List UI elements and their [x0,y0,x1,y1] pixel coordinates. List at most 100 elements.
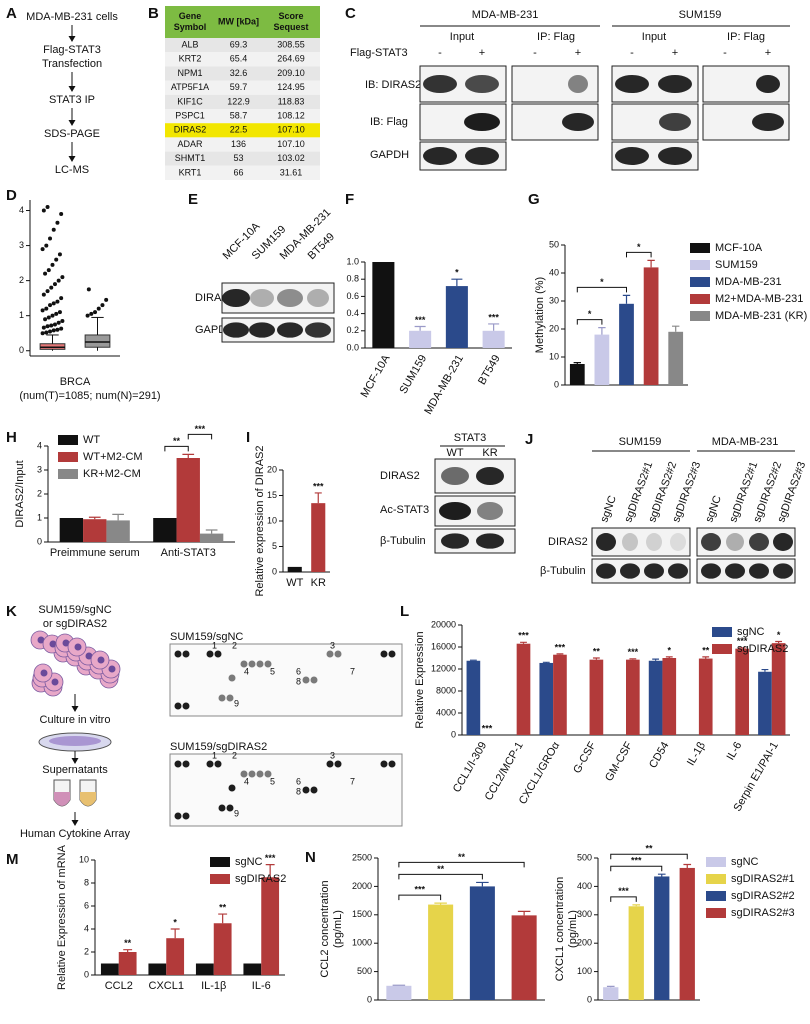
table-cell: 66 [233,167,243,177]
x-tick-label: Anti-STAT3 [161,547,216,559]
group-label: IP: Flag [727,31,765,43]
flow-step: STAT3 IP [49,94,95,106]
bar [569,364,585,385]
nucleus [108,665,116,673]
array-dot [206,650,214,658]
outlier [41,325,46,330]
array-dot [214,760,222,768]
note: (num(T)=1085; num(N)=291) [19,390,160,402]
row-label: IB: DIRAS2 [365,79,421,91]
array-dot [380,650,388,658]
error-bar [112,513,124,521]
blot-band [644,563,664,579]
sign: + [672,47,678,59]
nucleus [49,640,57,648]
panel-letter: J [525,431,533,448]
outlier [44,243,49,248]
bar [626,659,640,735]
bar [153,518,177,542]
sign: + [575,47,581,59]
significance: ** [124,938,132,948]
array-dot [256,770,264,778]
table-row [165,109,320,124]
blot-band [223,322,249,338]
error-bar [517,910,531,916]
error-bar [606,985,615,988]
y-tick-label: 3 [19,240,24,250]
array-dot [264,660,272,668]
table-cell: 108.12 [277,110,305,120]
treatment-label: Flag-STAT3 [350,47,408,59]
y-tick-label: 400 [577,881,592,891]
array-dot [226,804,234,812]
x-tick-label: CCL1/I-309 [451,740,490,795]
y-tick-label: 20 [549,323,559,333]
x-tick-label: KR [311,577,326,589]
blot-band [249,322,275,338]
legend-label: WT+M2-CM [83,451,143,463]
legend-label: sgDIRAS2#1 [731,873,795,885]
error-bar [738,647,746,649]
nucleus [97,656,105,664]
row-label: Ac-STAT3 [380,504,429,516]
blot-band [773,563,793,579]
bar [482,330,505,348]
significance: ** [702,645,710,655]
array-label: 1 [212,750,217,760]
legend-swatch [58,469,78,479]
panel-letter: C [345,5,356,22]
bar [698,658,713,735]
outlier [46,315,51,320]
table-row [165,151,320,166]
sign: - [723,47,727,59]
table-cell: 22.5 [230,125,248,135]
group-label: Input [450,31,474,43]
outlier [85,313,90,318]
outlier [51,328,56,333]
y-tick-label: 0.4 [346,308,359,318]
error-bar [520,641,527,644]
outlier [59,326,64,331]
y-tick-label: 500 [577,852,592,862]
bar [654,876,670,1000]
table-cell: NPM1 [177,68,202,78]
bar [372,262,395,348]
outlier [54,257,59,262]
outlier [55,220,60,225]
flow-step: or sgDIRAS2 [43,618,107,630]
array-label: 5 [270,776,275,786]
array-label: 6 [296,776,301,786]
outlier [60,318,65,323]
array-dot [380,760,388,768]
table-cell: ADAR [177,139,203,149]
error-bar [392,984,406,986]
blot-band [222,289,250,307]
blot-band [726,533,744,551]
y-tick-label: 1 [19,310,24,320]
array-dot [264,770,272,778]
legend-swatch [712,644,732,654]
table-cell: ALB [181,39,198,49]
nucleus [85,652,93,660]
bar [662,658,677,735]
table-cell: 65.4 [230,54,248,64]
blot-band [423,147,457,165]
table-cell: KRT2 [179,54,202,64]
significance: * [668,645,672,655]
y-tick-label: 20000 [431,619,456,629]
flow-step: Flag-STAT3 [43,44,101,56]
legend-swatch [712,627,732,637]
blot-band [568,75,588,93]
array-dot [228,674,236,682]
table-cell: 31.61 [280,167,303,177]
array-dot [240,660,248,668]
significance: *** [618,886,629,896]
array-dot [226,694,234,702]
table-cell: 209.10 [277,68,305,78]
bar [195,963,214,975]
array-label: 5 [270,666,275,676]
table-cell: 69.3 [230,39,248,49]
table-row [165,94,320,109]
y-tick-label: 2000 [352,881,372,891]
outlier [49,323,54,328]
